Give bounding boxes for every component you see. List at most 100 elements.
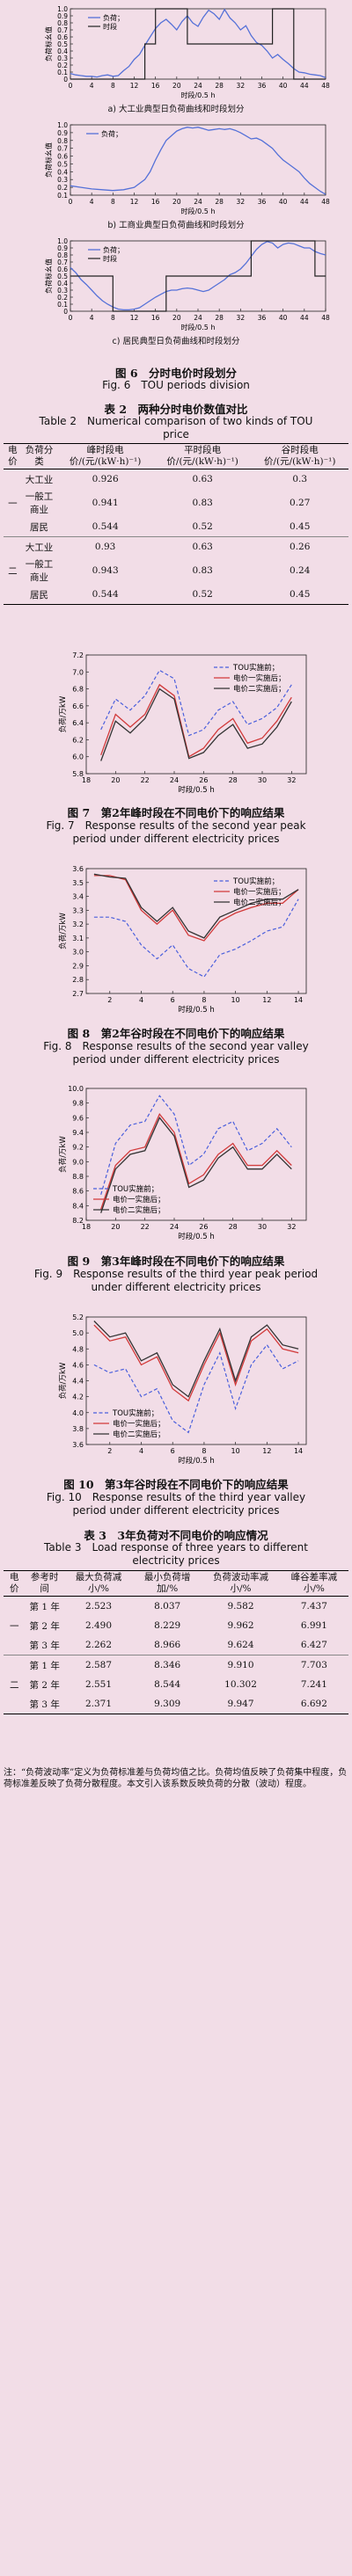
table3-cell: 9.910 bbox=[227, 1660, 254, 1670]
fig10-chart: 2 4 6 8 10 12 14 3.6 3.8 4.0 4.2 4.4 4.6 4.8 5.0 5.2 时段/… bbox=[58, 1313, 307, 1466]
y-tick-label: 0 bbox=[63, 308, 68, 316]
x-tick-label: 14 bbox=[294, 1447, 303, 1455]
x-tick-label: 10 bbox=[231, 1447, 240, 1455]
x-tick-label: 8 bbox=[202, 996, 206, 1004]
x-tick-label: 0 bbox=[69, 198, 73, 206]
y-tick-label: 0.5 bbox=[57, 160, 68, 168]
fig8-caption-cn: 图 8 第2年谷时段在不同电价下的响应结果 bbox=[67, 1027, 285, 1040]
y-tick-label: 1.0 bbox=[57, 237, 68, 245]
y-tick-label: 0.4 bbox=[57, 47, 68, 55]
x-tick-label: 12 bbox=[130, 314, 139, 322]
table3-cell: 2.551 bbox=[84, 1679, 113, 1690]
fig7-caption-cn: 图 7 第2年峰时段在不同电价下的响应结果 bbox=[67, 806, 285, 819]
y-tick-label: 3.5 bbox=[72, 879, 84, 887]
series-2-line bbox=[100, 683, 292, 758]
table2-row: 一大工业 0.926 0.63 0.3 bbox=[4, 469, 348, 537]
table3-cell: 第 2 年 bbox=[29, 1620, 60, 1632]
y-tick-label: 0.5 bbox=[57, 273, 68, 280]
y-tick-label: 4.4 bbox=[72, 1378, 84, 1386]
legend-label: TOU实施前； bbox=[232, 663, 279, 673]
y-tick-label: 5.0 bbox=[72, 1329, 84, 1337]
x-tick-label: 6 bbox=[171, 996, 175, 1004]
y-tick-label: 6.8 bbox=[72, 686, 84, 694]
table3-cell: 6.692 bbox=[279, 1694, 348, 1714]
table2-header-cell: 负荷分类 bbox=[21, 443, 57, 469]
table2-cell: 0.52 bbox=[153, 517, 252, 537]
x-tick-label: 28 bbox=[215, 82, 224, 90]
x-tick-label: 18 bbox=[82, 776, 91, 784]
table2-cell: 0.941 bbox=[92, 498, 119, 508]
table2-header-cell: 谷时段电价/(元/(kW·h)⁻¹) bbox=[251, 443, 348, 469]
table2-cell: 0.943 bbox=[92, 565, 119, 576]
x-tick-label: 26 bbox=[199, 1223, 208, 1231]
table2-group-cell: 一 bbox=[4, 469, 22, 537]
table3-title-cn: 表 3 3年负荷对不同电价的响应情况 bbox=[84, 1529, 268, 1542]
table2-header-cell: 峰时段电价/(元/(kW·h)⁻¹) bbox=[56, 443, 154, 469]
plot-frame bbox=[85, 1088, 307, 1221]
table2-cell: 0.26 bbox=[290, 542, 311, 552]
y-tick-label: 0.3 bbox=[57, 287, 68, 295]
series-2-line bbox=[100, 1112, 292, 1210]
y-tick-label: 7.0 bbox=[72, 668, 84, 676]
y-tick-label: 9.6 bbox=[72, 1114, 84, 1122]
table3-cell: 2.587 bbox=[84, 1660, 113, 1670]
x-axis-label: 时段/0.5 h bbox=[180, 91, 215, 99]
y-tick-label: 0.6 bbox=[57, 153, 68, 161]
table3-cell: 9.962 bbox=[227, 1620, 254, 1631]
y-tick-label: 0.3 bbox=[57, 55, 68, 62]
y-tick-label: 1.0 bbox=[57, 121, 68, 129]
x-tick-label: 22 bbox=[141, 1223, 150, 1231]
y-tick-label: 0.6 bbox=[57, 33, 68, 41]
fig9-chart: 18 20 22 24 26 28 30 32 8.2 8.4 8.6 8.8 9.0 9.2 9.4 9.6… bbox=[58, 1085, 307, 1241]
table3-header-cell: 峰谷差率减小/% bbox=[279, 1570, 348, 1597]
x-axis-label: 时段/0.5 h bbox=[178, 785, 214, 795]
table3-cell: 6.427 bbox=[279, 1635, 348, 1655]
x-tick-label: 44 bbox=[300, 82, 309, 90]
fig6a-caption: a) 大工业典型日负荷曲线和时段划分 bbox=[107, 105, 245, 114]
x-tick-label: 8 bbox=[111, 314, 115, 322]
x-tick-label: 12 bbox=[262, 1447, 271, 1455]
table2-row: 二大工业 0.93 0.63 0.26 bbox=[4, 536, 348, 605]
table3-cell: 8.966 bbox=[133, 1635, 202, 1655]
x-tick-label: 20 bbox=[172, 314, 181, 322]
fig6-caption-cn: 图 6 分时电价时段划分 bbox=[114, 367, 238, 380]
x-tick-label: 10 bbox=[231, 996, 240, 1004]
series-1-line bbox=[93, 899, 299, 978]
x-tick-label: 32 bbox=[237, 198, 246, 206]
x-tick-label: 20 bbox=[111, 1223, 120, 1231]
y-tick-label: 8.2 bbox=[72, 1217, 84, 1225]
plot-frame bbox=[85, 868, 307, 994]
table2-cell: 0.45 bbox=[251, 585, 348, 605]
x-tick-label: 36 bbox=[258, 314, 267, 322]
y-tick-label: 4.2 bbox=[72, 1394, 84, 1401]
table2-cell: 0.93 bbox=[94, 542, 116, 552]
y-tick-label: 0.8 bbox=[57, 137, 68, 145]
x-tick-label: 8 bbox=[111, 82, 115, 90]
x-tick-label: 4 bbox=[90, 198, 94, 206]
table2-cell: 0.45 bbox=[251, 517, 348, 537]
x-tick-label: 2 bbox=[107, 996, 112, 1004]
y-tick-label: 9.4 bbox=[72, 1129, 84, 1137]
y-tick-label: 0.7 bbox=[57, 258, 68, 266]
table2-title-cn: 表 2 两种分时电价数值对比 bbox=[104, 403, 248, 416]
y-tick-label: 0.1 bbox=[57, 192, 68, 200]
legend-label: 电价一实施后； bbox=[113, 1419, 165, 1429]
table3-cell: 8.229 bbox=[154, 1620, 181, 1631]
legend-label: TOU实施前； bbox=[232, 877, 279, 886]
y-tick-label: 9.2 bbox=[72, 1144, 84, 1152]
table3-cell: 第 3 年 bbox=[25, 1694, 64, 1714]
table2-cell: 0.83 bbox=[192, 565, 213, 576]
table2: 电价 负荷分类 峰时段电价/(元/(kW·h)⁻¹) 平时段电价/(元/(kW·h)⁻… bbox=[4, 443, 348, 605]
y-tick-label: 0.7 bbox=[57, 26, 68, 34]
table3: 电价 参考时间 最大负荷减小/% 最小负荷增加/% 负荷波动率减小/% 峰谷差率减小/% 一… bbox=[4, 1570, 348, 1714]
fig6c-chart: 0 4 8 12 16 20 24 28 32 36 40 44 4800.10.20.30.40.50… bbox=[44, 237, 330, 331]
y-tick-label: 2.8 bbox=[72, 976, 84, 984]
y-tick-label: 0.1 bbox=[57, 69, 68, 76]
y-tick-label: 9.0 bbox=[72, 1158, 84, 1166]
legend-label: 电价二实施后； bbox=[113, 1430, 165, 1439]
x-axis-label: 时段/0.5 h bbox=[180, 323, 215, 331]
table3-header-cell: 最大负荷减小/% bbox=[63, 1570, 134, 1597]
series-1-line bbox=[100, 669, 292, 737]
table3-cell: 9.624 bbox=[202, 1635, 280, 1655]
fig7-caption-en: Fig. 7 Response results of the second ye… bbox=[46, 819, 306, 845]
